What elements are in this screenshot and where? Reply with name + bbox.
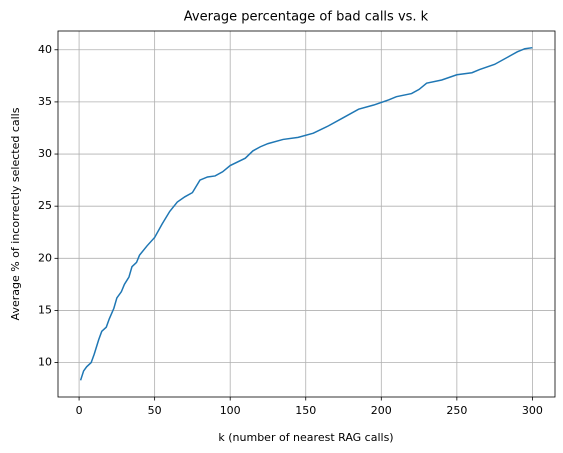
y-tick-label: 40 [38, 43, 52, 56]
x-axis-label: k (number of nearest RAG calls) [218, 431, 393, 444]
plot-frame [57, 30, 556, 398]
y-tick-label: 15 [38, 303, 52, 316]
y-axis-label: Average % of incorrectly selected calls [9, 107, 22, 320]
x-tick-label: 150 [295, 404, 316, 417]
chart-title: Average percentage of bad calls vs. k [184, 10, 429, 25]
y-tick-label: 25 [38, 199, 52, 212]
y-tick-label: 10 [38, 356, 52, 369]
x-tick-label: 50 [148, 404, 162, 417]
x-tick-label: 300 [522, 404, 543, 417]
y-tick-label: 20 [38, 251, 52, 264]
x-tick-label: 100 [220, 404, 241, 417]
y-tick-label: 30 [38, 147, 52, 160]
x-tick-label: 0 [76, 404, 83, 417]
data-line [79, 46, 533, 381]
x-tick-label: 250 [446, 404, 467, 417]
x-tick-label: 200 [371, 404, 392, 417]
y-tick-label: 35 [38, 95, 52, 108]
